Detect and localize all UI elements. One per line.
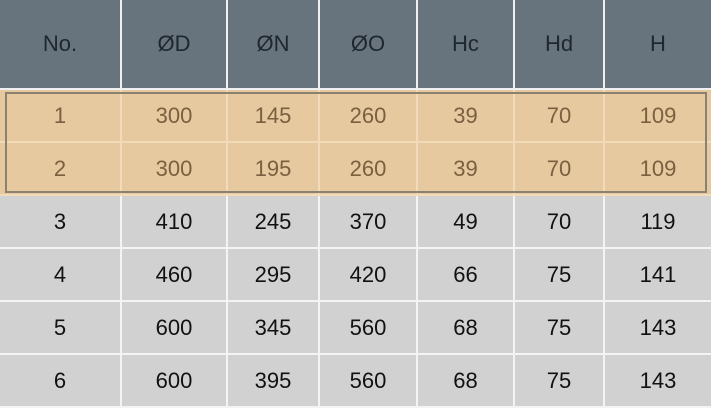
table-cell: 75	[515, 302, 605, 355]
table-cell: 3	[0, 196, 122, 249]
table-cell: 295	[228, 249, 320, 302]
highlighted-table-row: 1 300 145 260 39 70 109	[0, 90, 711, 143]
column-header: ØD	[122, 0, 228, 90]
table-cell: 5	[0, 302, 122, 355]
table-row: 6 600 395 560 68 75 143	[0, 355, 711, 408]
table-cell: 460	[122, 249, 228, 302]
highlighted-table-row: 2 300 195 260 39 70 109	[0, 143, 711, 196]
table-cell: 39	[418, 90, 515, 143]
table-cell: 195	[228, 143, 320, 196]
table-cell: 395	[228, 355, 320, 408]
table-row: 5 600 345 560 68 75 143	[0, 302, 711, 355]
table-cell: 560	[320, 302, 418, 355]
table-cell: 70	[515, 196, 605, 249]
column-header: ØO	[320, 0, 418, 90]
table-cell: 245	[228, 196, 320, 249]
table-cell: 66	[418, 249, 515, 302]
table-cell: 70	[515, 90, 605, 143]
table-cell: 370	[320, 196, 418, 249]
table-cell: 119	[605, 196, 711, 249]
table-cell: 109	[605, 143, 711, 196]
column-header: Hd	[515, 0, 605, 90]
column-header: Hc	[418, 0, 515, 90]
table-cell: 68	[418, 355, 515, 408]
table-row: 3 410 245 370 49 70 119	[0, 196, 711, 249]
table-cell: 260	[320, 90, 418, 143]
table-cell: 141	[605, 249, 711, 302]
table-cell: 2	[0, 143, 122, 196]
column-header: H	[605, 0, 711, 90]
table-cell: 300	[122, 143, 228, 196]
table-cell: 68	[418, 302, 515, 355]
table-cell: 260	[320, 143, 418, 196]
table-cell: 4	[0, 249, 122, 302]
table-cell: 300	[122, 90, 228, 143]
column-header: No.	[0, 0, 122, 90]
table-cell: 6	[0, 355, 122, 408]
table-cell: 109	[605, 90, 711, 143]
table-cell: 600	[122, 355, 228, 408]
table-cell: 145	[228, 90, 320, 143]
table-cell: 70	[515, 143, 605, 196]
table-cell: 49	[418, 196, 515, 249]
table-cell: 1	[0, 90, 122, 143]
header-row: No. ØD ØN ØO Hc Hd H	[0, 0, 711, 90]
table-cell: 143	[605, 302, 711, 355]
column-header: ØN	[228, 0, 320, 90]
table-cell: 420	[320, 249, 418, 302]
table-row: 4 460 295 420 66 75 141	[0, 249, 711, 302]
table-cell: 143	[605, 355, 711, 408]
table-cell: 75	[515, 355, 605, 408]
table-cell: 75	[515, 249, 605, 302]
table-cell: 39	[418, 143, 515, 196]
table-cell: 560	[320, 355, 418, 408]
table-cell: 345	[228, 302, 320, 355]
table-cell: 410	[122, 196, 228, 249]
table-cell: 600	[122, 302, 228, 355]
